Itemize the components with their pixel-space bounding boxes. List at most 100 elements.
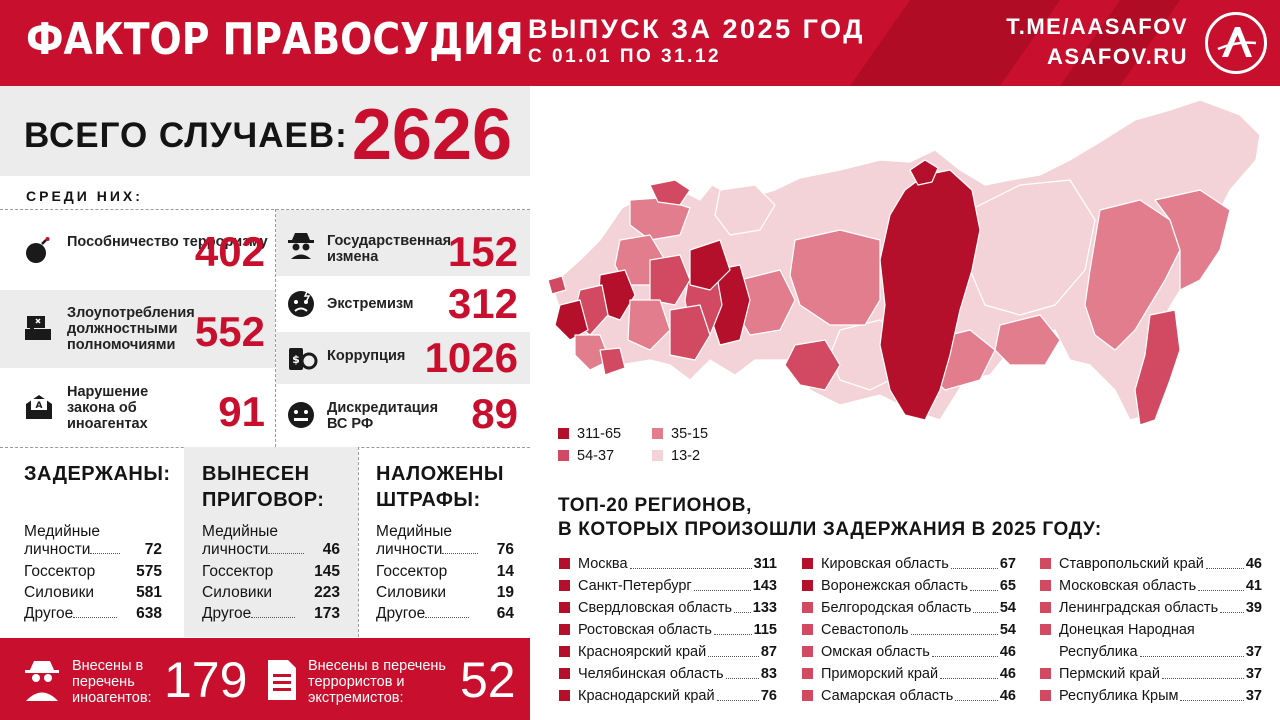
stat-row-value: 14 (496, 563, 514, 580)
region-value: 65 (999, 578, 1016, 594)
dot-leader (955, 700, 998, 701)
region-name: Самарская область (821, 688, 954, 704)
map-region (1134, 309, 1181, 426)
category-abuse: Злоупотребления должностными полномочиям… (0, 290, 275, 368)
dot-leader (708, 656, 759, 657)
telegram-link[interactable]: T.ME/AASAFOV (1006, 14, 1188, 39)
stat-row: личности 46 (202, 541, 340, 559)
svg-text:$: $ (292, 353, 300, 366)
region-name: Челябинская область (578, 666, 724, 682)
foreign-agents-label: Внесены в перечень иноагентов: (72, 658, 152, 706)
region-color-swatch (559, 624, 570, 635)
region-row: Кировская область 67 (802, 555, 1016, 577)
map-region (879, 169, 981, 421)
stat-row-label: Другое (24, 605, 74, 622)
region-color-swatch (1040, 624, 1051, 635)
region-name: Республика Крым (1059, 688, 1179, 704)
svg-text:А: А (36, 401, 43, 411)
divider (358, 447, 359, 637)
region-value: 37 (1245, 644, 1262, 660)
category-label: Дискредитация ВС РФ (327, 400, 439, 432)
dot-leader (726, 678, 759, 679)
dot-leader (73, 617, 118, 618)
region-name: Ставропольский край (1059, 556, 1204, 572)
stat-row-label: личности (376, 541, 443, 558)
site-link[interactable]: ASAFOV.RU (1046, 44, 1188, 69)
legend-swatch (558, 450, 569, 461)
foreign-agent-icon (22, 658, 62, 707)
map-region (649, 254, 691, 306)
region-name: Москва (578, 556, 628, 572)
legend-swatch (558, 428, 569, 439)
map-region (714, 184, 776, 236)
dot-leader (90, 553, 121, 554)
legend-item: 13-2 (652, 448, 700, 464)
total-cases-panel: ВСЕГО СЛУЧАЕВ: 2626 (0, 86, 530, 176)
asafov-logo-icon (1205, 12, 1267, 74)
region-name: Ростовская область (578, 622, 712, 638)
dot-leader (425, 617, 470, 618)
region-color-swatch (559, 558, 570, 569)
region-name: Кировская область (821, 556, 949, 572)
stat-row: Силовики 581 (24, 584, 162, 602)
legend-label: 311-65 (577, 426, 622, 442)
legend-label: 54-37 (577, 448, 615, 464)
region-row: Красноярский край 87 (559, 643, 777, 665)
map-region (574, 334, 611, 371)
top20-title: ТОП-20 РЕГИОНОВ, В КОТОРЫХ ПРОИЗОШЛИ ЗАД… (558, 494, 1102, 542)
region-row: Краснодарский край 76 (559, 687, 777, 709)
asafov-logo-icon (1217, 27, 1257, 57)
stat-row-label: Силовики (202, 584, 273, 601)
category-terrorism: Пособничество терроризму 402 (0, 210, 275, 290)
category-label: Государственная измена (327, 233, 452, 265)
region-color-swatch (1040, 580, 1051, 591)
map-region (909, 159, 939, 186)
region-value: 76 (760, 688, 777, 704)
region-name: Воронежская область (821, 578, 969, 594)
stat-row-label: Силовики (24, 584, 95, 601)
legend-swatch (652, 450, 663, 461)
stat-row-label: Другое (202, 605, 252, 622)
region-color-swatch (802, 624, 813, 635)
stat-row-value: 145 (314, 563, 340, 580)
foreign-agents-value: 179 (164, 652, 248, 708)
extremism-icon (286, 288, 314, 317)
map-region (547, 275, 567, 295)
region-name: Белгородская область (821, 600, 972, 616)
region-value: 46 (999, 688, 1016, 704)
dot-leader (714, 634, 752, 635)
category-corruption: $ Коррупция 1026 (276, 332, 530, 384)
map-region (1154, 189, 1231, 291)
category-value: 402 (194, 228, 265, 275)
stat-row: личности 76 (376, 541, 514, 559)
category-label: Злоупотребления должностными полномочиям… (67, 305, 195, 353)
region-value: 83 (760, 666, 777, 682)
category-value: 152 (447, 228, 518, 275)
region-name: Санкт-Петербург (578, 578, 692, 594)
stat-row: Другое 638 (24, 605, 162, 623)
region-color-swatch (1040, 602, 1051, 613)
divider (275, 209, 276, 447)
region-name: Ленинградская область (1059, 600, 1219, 616)
region-value: 143 (752, 578, 777, 594)
header-decor-stripe (1059, 0, 1181, 86)
map-region (599, 347, 626, 376)
region-value: 87 (760, 644, 777, 660)
terrorists-value: 52 (460, 652, 516, 708)
region-row: Самарская область 46 (802, 687, 1016, 709)
region-value: 37 (1245, 666, 1262, 682)
sentenced-column: ВЫНЕСЕН ПРИГОВОР: Медийные личности 46 Г… (184, 447, 358, 637)
bomb-icon (24, 236, 52, 264)
among-them-label: СРЕДИ НИХ: (26, 188, 143, 204)
map-region (649, 179, 691, 206)
region-name: Красноярский край (578, 644, 707, 660)
region-row: Московская область 41 (1040, 577, 1262, 599)
stat-row: Госсектор 14 (376, 563, 514, 581)
category-treason: Государственная измена 152 (276, 210, 530, 276)
region-row: Москва 311 (559, 555, 777, 577)
region-color-swatch (802, 668, 813, 679)
category-foreign-agents: А Нарушение закона об иноагентах 91 (0, 368, 275, 447)
header: ФАКТОР ПРАВОСУДИЯ ВЫПУСК ЗА 2025 ГОД С 0… (0, 0, 1280, 86)
stat-row-label: личности (202, 541, 269, 558)
region-row: Челябинская область 83 (559, 665, 777, 687)
